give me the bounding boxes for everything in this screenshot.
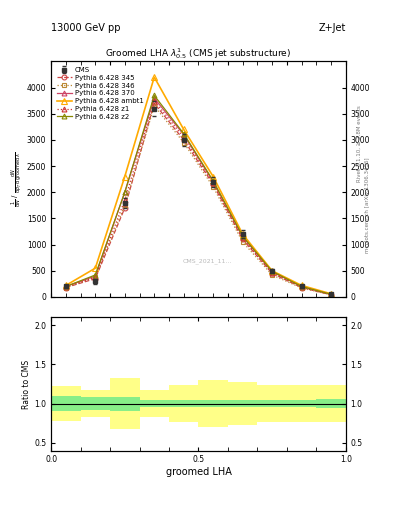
Pythia 6.428 ambt1	[152, 74, 156, 80]
Line: Pythia 6.428 ambt1: Pythia 6.428 ambt1	[63, 74, 334, 296]
Pythia 6.428 370	[211, 179, 216, 185]
Pythia 6.428 z2	[211, 178, 216, 184]
Pythia 6.428 ambt1	[211, 174, 216, 180]
Pythia 6.428 346	[152, 103, 156, 109]
Pythia 6.428 370	[329, 291, 334, 297]
X-axis label: groomed LHA: groomed LHA	[165, 467, 231, 477]
Pythia 6.428 z1	[211, 180, 216, 186]
Pythia 6.428 ambt1	[123, 174, 127, 180]
Pythia 6.428 z2	[123, 189, 127, 196]
Pythia 6.428 z1	[93, 274, 98, 280]
Pythia 6.428 ambt1	[64, 283, 68, 289]
Pythia 6.428 ambt1	[329, 291, 334, 297]
Pythia 6.428 345	[93, 275, 98, 282]
Text: Rivet 3.1.10, ≥ 2.8M events: Rivet 3.1.10, ≥ 2.8M events	[357, 105, 362, 182]
Pythia 6.428 345	[270, 270, 275, 276]
Text: 13000 GeV pp: 13000 GeV pp	[51, 23, 121, 33]
Pythia 6.428 346	[182, 139, 186, 145]
Pythia 6.428 ambt1	[93, 265, 98, 271]
Pythia 6.428 z1	[123, 197, 127, 203]
Text: Z+Jet: Z+Jet	[318, 23, 346, 33]
Legend: CMS, Pythia 6.428 345, Pythia 6.428 346, Pythia 6.428 370, Pythia 6.428 ambt1, P: CMS, Pythia 6.428 345, Pythia 6.428 346,…	[55, 65, 146, 122]
Pythia 6.428 345	[299, 285, 304, 291]
Pythia 6.428 z1	[241, 236, 245, 242]
Pythia 6.428 z1	[329, 291, 334, 297]
Pythia 6.428 346	[64, 285, 68, 291]
Pythia 6.428 345	[182, 137, 186, 143]
Pythia 6.428 370	[299, 284, 304, 290]
Pythia 6.428 z1	[182, 134, 186, 140]
Pythia 6.428 ambt1	[299, 283, 304, 289]
Y-axis label: Ratio to CMS: Ratio to CMS	[22, 359, 31, 409]
Pythia 6.428 345	[64, 285, 68, 291]
Pythia 6.428 z1	[299, 284, 304, 290]
Line: Pythia 6.428 z2: Pythia 6.428 z2	[63, 93, 334, 297]
Pythia 6.428 370	[93, 273, 98, 279]
Pythia 6.428 345	[211, 181, 216, 187]
Pythia 6.428 z2	[152, 92, 156, 98]
Pythia 6.428 370	[123, 189, 127, 196]
Pythia 6.428 346	[270, 272, 275, 278]
Pythia 6.428 z2	[241, 233, 245, 239]
Pythia 6.428 370	[241, 233, 245, 240]
Pythia 6.428 z2	[270, 268, 275, 274]
Pythia 6.428 345	[329, 292, 334, 298]
Line: Pythia 6.428 346: Pythia 6.428 346	[63, 103, 334, 297]
Y-axis label: $\frac{1}{\mathrm{d}N}$ / $\frac{\mathrm{d}N}{\mathrm{d}p_T\,\mathrm{d\,groomed\: $\frac{1}{\mathrm{d}N}$ / $\frac{\mathrm…	[10, 152, 25, 207]
Pythia 6.428 346	[329, 292, 334, 298]
Pythia 6.428 370	[182, 132, 186, 138]
Pythia 6.428 346	[123, 202, 127, 208]
Pythia 6.428 345	[241, 237, 245, 243]
Pythia 6.428 370	[64, 284, 68, 290]
Pythia 6.428 346	[299, 285, 304, 291]
Line: Pythia 6.428 z1: Pythia 6.428 z1	[63, 98, 334, 297]
Pythia 6.428 345	[152, 100, 156, 106]
Pythia 6.428 z2	[93, 272, 98, 278]
Pythia 6.428 z2	[64, 284, 68, 290]
Pythia 6.428 z2	[329, 291, 334, 297]
Pythia 6.428 370	[270, 269, 275, 275]
Pythia 6.428 346	[241, 239, 245, 245]
Text: mcplots.cern.ch [arXiv:1306.3436]: mcplots.cern.ch [arXiv:1306.3436]	[365, 157, 370, 252]
Pythia 6.428 z2	[299, 284, 304, 290]
Title: Groomed LHA $\lambda^{1}_{0.5}$ (CMS jet substructure): Groomed LHA $\lambda^{1}_{0.5}$ (CMS jet…	[105, 47, 292, 61]
Pythia 6.428 z2	[182, 131, 186, 137]
Line: Pythia 6.428 345: Pythia 6.428 345	[63, 101, 334, 297]
Pythia 6.428 346	[211, 184, 216, 190]
Pythia 6.428 346	[93, 274, 98, 280]
Pythia 6.428 370	[152, 95, 156, 101]
Pythia 6.428 z1	[64, 284, 68, 290]
Pythia 6.428 z1	[270, 270, 275, 276]
Pythia 6.428 ambt1	[270, 268, 275, 274]
Pythia 6.428 345	[123, 205, 127, 211]
Line: Pythia 6.428 370: Pythia 6.428 370	[63, 96, 334, 297]
Pythia 6.428 ambt1	[241, 231, 245, 237]
Text: CMS_2021_11...: CMS_2021_11...	[183, 259, 232, 265]
Pythia 6.428 z1	[152, 98, 156, 104]
Pythia 6.428 ambt1	[182, 126, 186, 133]
